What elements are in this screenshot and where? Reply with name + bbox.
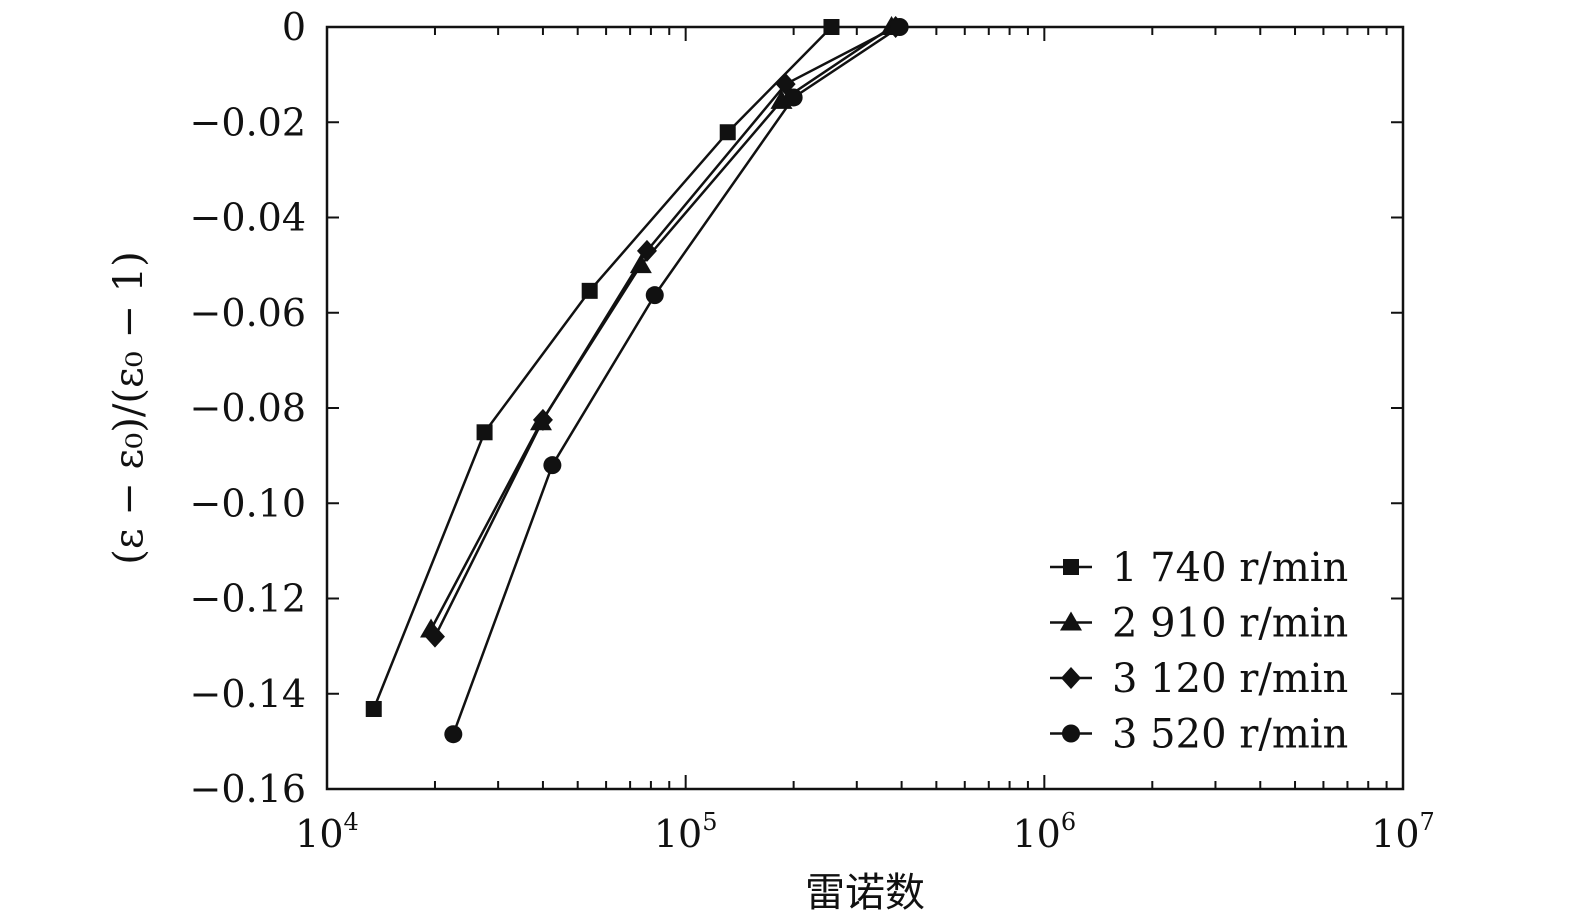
legend-item: 3 520 r/min xyxy=(1050,712,1348,758)
legend-label: 3 120 r/min xyxy=(1112,656,1348,702)
legend-item: 1 740 r/min xyxy=(1050,545,1348,591)
data-point xyxy=(645,286,664,305)
data-point xyxy=(365,700,382,717)
data-point xyxy=(784,88,803,107)
legend-item: 2 910 r/min xyxy=(1050,601,1348,647)
series-layer xyxy=(365,16,909,744)
x-tick-label: 105 xyxy=(654,808,718,856)
data-point xyxy=(543,456,562,475)
legend-label: 1 740 r/min xyxy=(1112,545,1348,591)
y-axis: 0 −0.02 −0.04 −0.06 −0.08 −0.10 −0.12 −0.14 −0.1… xyxy=(190,5,1403,811)
data-point xyxy=(770,89,793,109)
y-axis-title: (ε − ε₀)/(ε₀ − 1) xyxy=(106,251,152,564)
legend-marker xyxy=(1063,559,1079,575)
legend-marker xyxy=(1060,611,1082,631)
series-square xyxy=(365,19,840,717)
y-tick-label: 0 xyxy=(282,5,306,49)
y-tick-label: −0.10 xyxy=(190,481,306,525)
x-axis-title: 雷诺数 xyxy=(805,870,925,916)
data-point xyxy=(444,725,463,744)
y-tick-label: −0.06 xyxy=(190,291,306,335)
legend-label: 3 520 r/min xyxy=(1112,712,1348,758)
legend-marker xyxy=(1062,724,1080,743)
data-point xyxy=(424,625,445,648)
data-point xyxy=(532,408,553,431)
x-tick-label: 106 xyxy=(1013,808,1077,856)
legend: 1 740 r/min 2 910 r/min 3 120 r/min 3 520 r… xyxy=(1050,545,1348,758)
series-diamond xyxy=(424,16,906,648)
series-line xyxy=(452,25,901,735)
series-line xyxy=(429,25,893,631)
data-point xyxy=(581,282,598,299)
data-point xyxy=(890,18,909,36)
y-tick-label: −0.12 xyxy=(190,577,306,621)
y-tick-label: −0.04 xyxy=(190,196,306,240)
data-point xyxy=(476,424,493,441)
y-tick-label: −0.02 xyxy=(190,100,306,144)
data-point xyxy=(636,239,657,262)
y-tick-label: −0.14 xyxy=(190,672,306,716)
legend-item: 3 120 r/min xyxy=(1050,656,1348,702)
y-tick-label: −0.08 xyxy=(190,386,306,430)
y-tick-label: −0.16 xyxy=(190,767,306,811)
data-point xyxy=(719,124,736,141)
legend-label: 2 910 r/min xyxy=(1112,601,1348,647)
x-tick-label: 104 xyxy=(295,808,359,856)
x-tick-label: 107 xyxy=(1371,808,1435,856)
series-line xyxy=(433,25,897,638)
legend-marker xyxy=(1061,667,1081,689)
series-circle xyxy=(444,18,909,744)
data-point xyxy=(823,19,840,35)
series-triangle xyxy=(420,16,903,638)
x-axis: 104 105 106 107 xyxy=(295,27,1435,856)
